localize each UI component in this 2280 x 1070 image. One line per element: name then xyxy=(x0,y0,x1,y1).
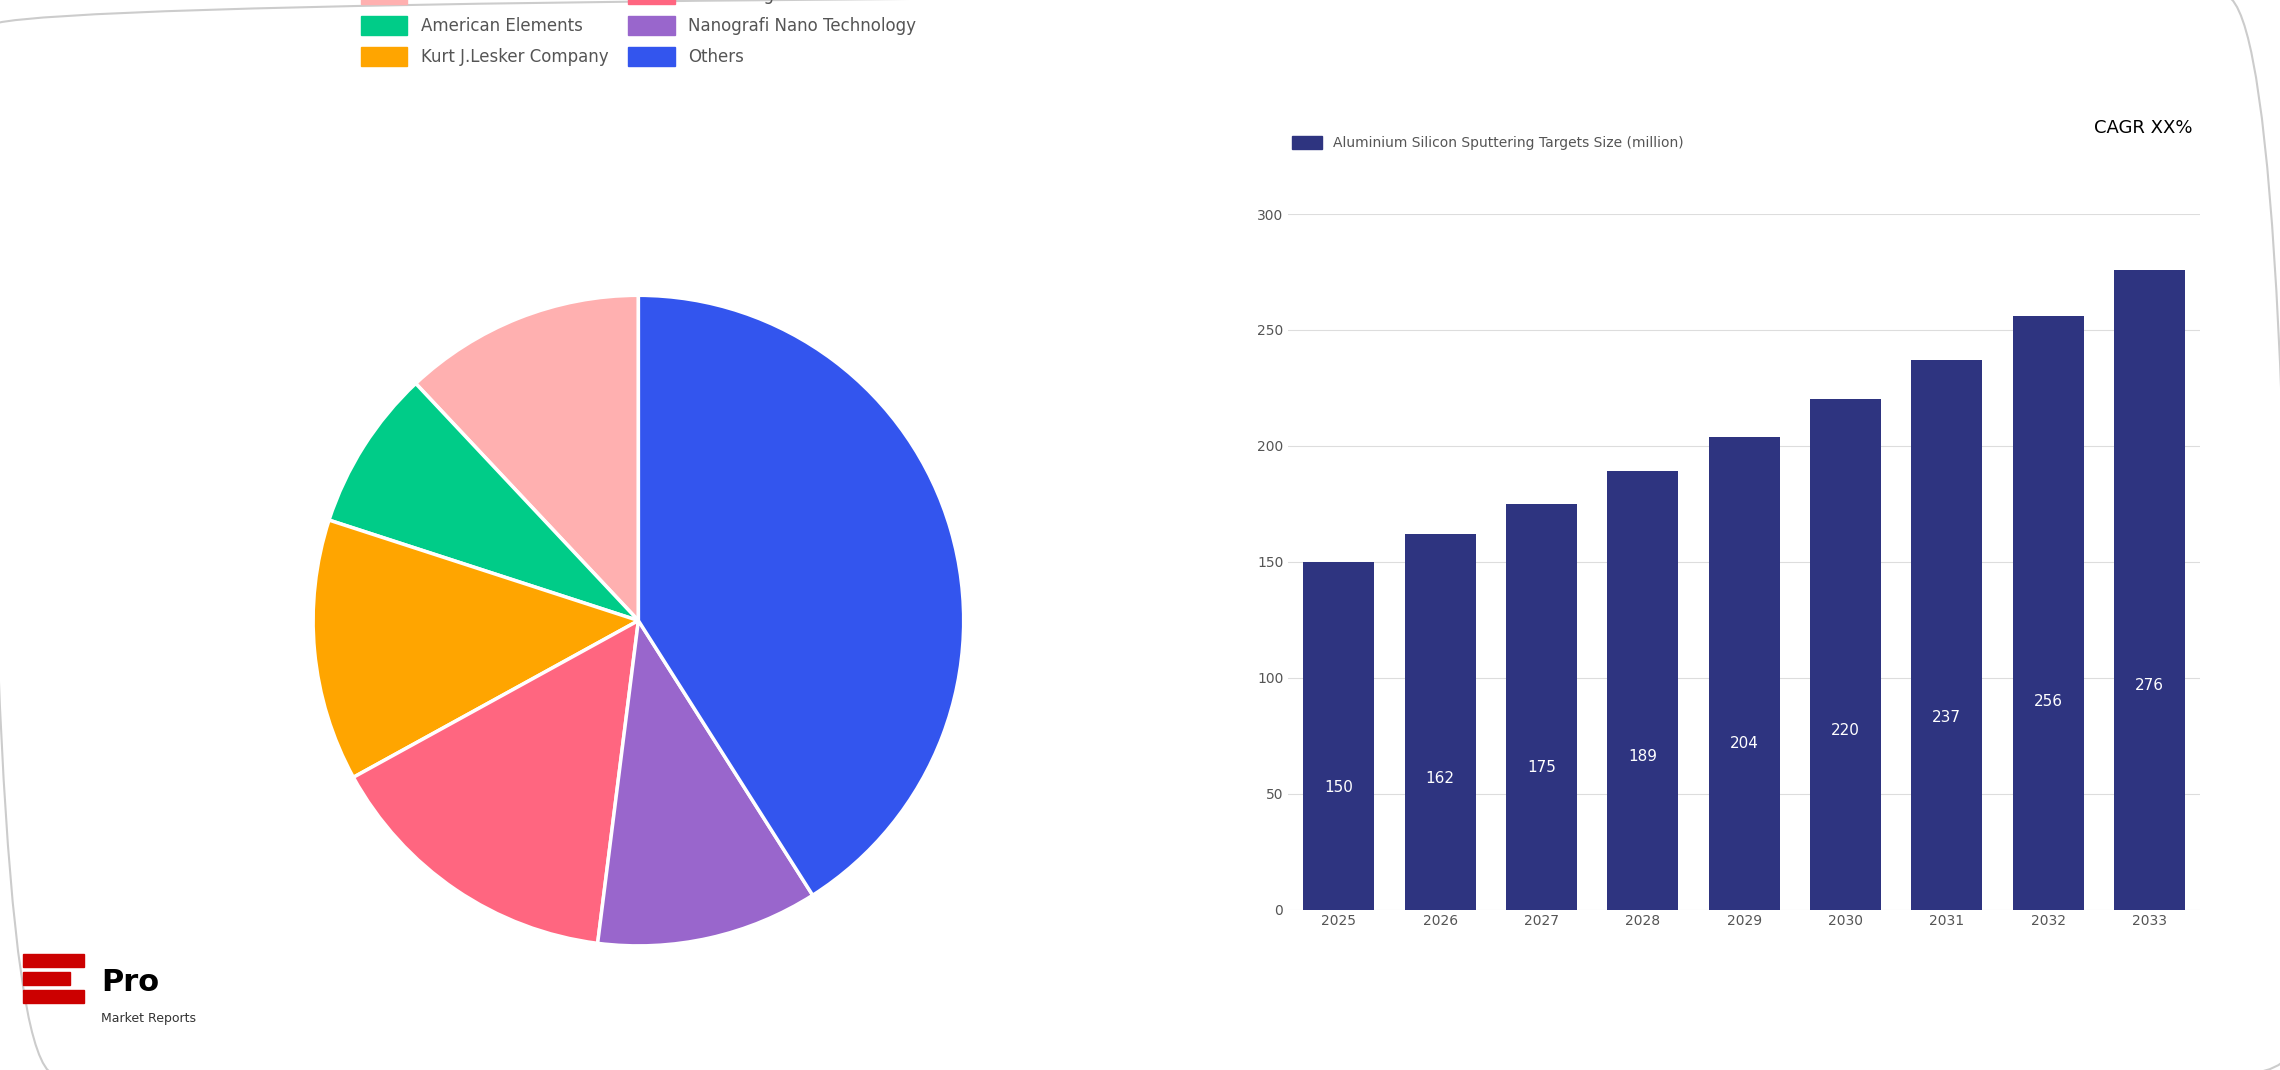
Bar xyxy=(1304,562,1375,910)
Text: 150: 150 xyxy=(1325,780,1354,795)
Bar xyxy=(1810,399,1881,910)
Text: Pro: Pro xyxy=(100,967,160,997)
Bar xyxy=(23,990,84,1003)
Wedge shape xyxy=(312,520,638,777)
Wedge shape xyxy=(353,621,638,944)
Text: 162: 162 xyxy=(1425,770,1455,785)
Legend: Aluminium Silicon Sputtering Targets Size (million): Aluminium Silicon Sputtering Targets Siz… xyxy=(1286,131,1689,156)
Text: CAGR XX%: CAGR XX% xyxy=(2093,120,2193,137)
Bar xyxy=(1911,360,1981,910)
Bar xyxy=(1607,471,1678,910)
Text: Market Reports: Market Reports xyxy=(100,1012,196,1025)
Bar xyxy=(1507,504,1578,910)
Wedge shape xyxy=(597,621,812,946)
Text: 189: 189 xyxy=(1628,749,1658,764)
FancyBboxPatch shape xyxy=(2036,73,2250,184)
Bar xyxy=(23,954,84,967)
Text: 204: 204 xyxy=(1731,736,1758,751)
Wedge shape xyxy=(415,295,638,621)
Bar xyxy=(1708,437,1781,910)
Text: 276: 276 xyxy=(2134,678,2164,693)
Text: 256: 256 xyxy=(2034,694,2063,709)
Bar xyxy=(2114,270,2184,910)
Wedge shape xyxy=(638,295,964,896)
Text: 237: 237 xyxy=(1933,709,1961,724)
Text: 220: 220 xyxy=(1831,723,1860,738)
Text: 175: 175 xyxy=(1528,760,1555,775)
Legend: ALB Materials Inc, American Elements, Kurt J.Lesker Company, FHR Anlagenbau GmbH: ALB Materials Inc, American Elements, Ku… xyxy=(353,0,923,73)
Bar xyxy=(23,972,71,984)
Wedge shape xyxy=(328,383,638,621)
Bar xyxy=(1404,534,1475,910)
Bar xyxy=(2013,316,2084,909)
